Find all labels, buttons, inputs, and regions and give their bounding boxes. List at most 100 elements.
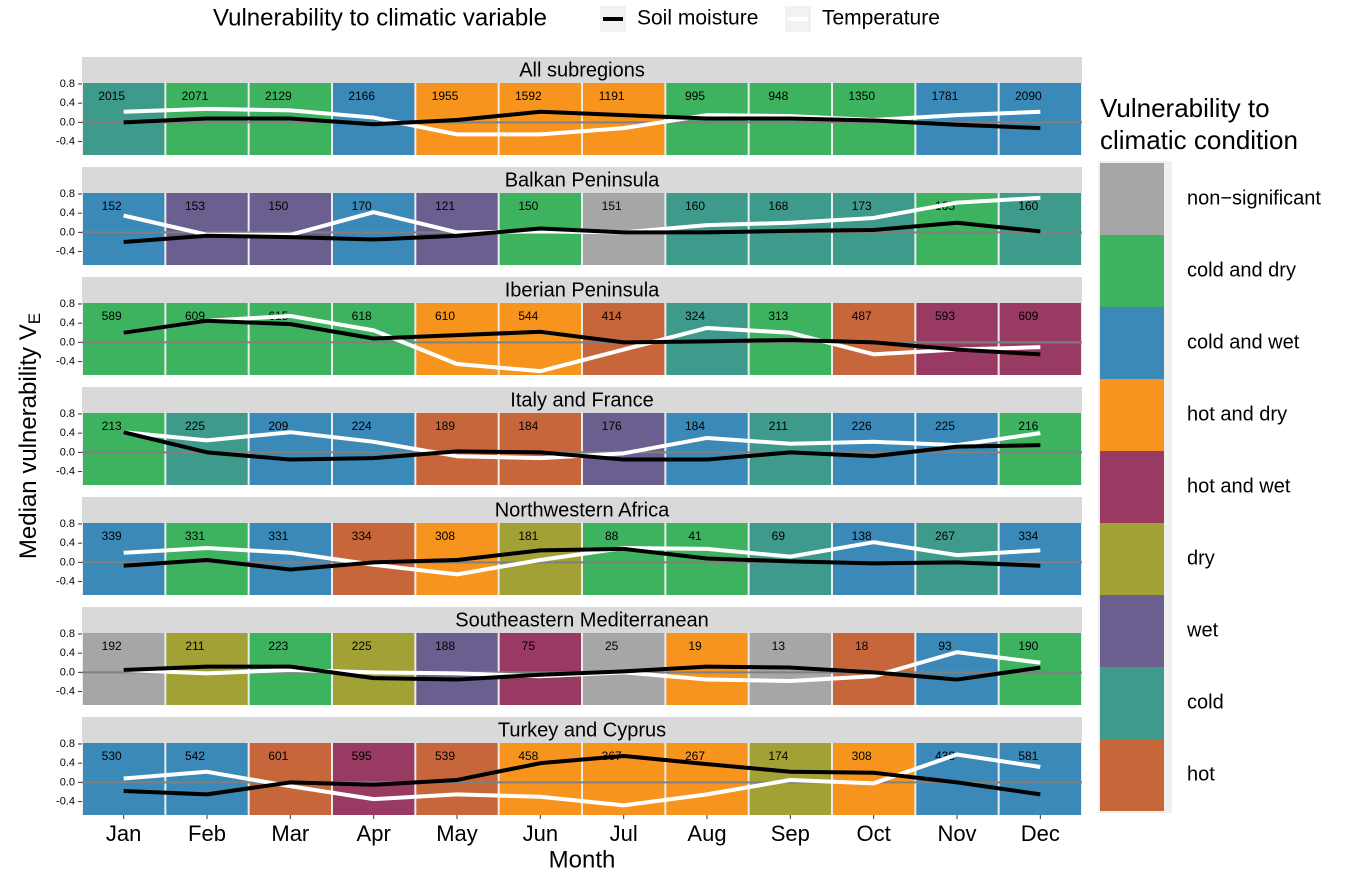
- y-tick-label: -0.4: [56, 795, 75, 807]
- legend-label: hot and wet: [1187, 475, 1291, 497]
- count-label: 267: [685, 749, 705, 763]
- x-tick-label: Jun: [523, 821, 558, 846]
- series-line: [123, 318, 1041, 357]
- count-label: 2071: [182, 89, 209, 103]
- count-label: 308: [852, 749, 872, 763]
- x-tick-label: Jan: [106, 821, 141, 846]
- tile: [499, 83, 581, 155]
- legend-label: hot: [1187, 763, 1215, 785]
- count-label: 151: [602, 199, 622, 213]
- y-tick-label: 0.8: [60, 188, 75, 200]
- count-label: 174: [768, 749, 788, 763]
- count-label: 2166: [348, 89, 375, 103]
- count-label: 530: [102, 749, 122, 763]
- count-label: 153: [185, 199, 205, 213]
- tile: [249, 523, 331, 595]
- legend-title: Vulnerability to climatic variable: [213, 4, 547, 31]
- count-label: 225: [185, 419, 205, 433]
- count-label: 88: [605, 529, 619, 543]
- series-line: [123, 753, 1041, 797]
- count-label: 948: [768, 89, 788, 103]
- y-axis-title-main: Median vulnerability V: [15, 324, 42, 559]
- count-label: 150: [518, 199, 538, 213]
- y-tick-label: 0.0: [60, 556, 75, 568]
- tile: [499, 633, 581, 705]
- tile: [166, 413, 248, 485]
- tile: [416, 413, 498, 485]
- count-label: 1191: [599, 89, 625, 103]
- count-label: 1592: [515, 89, 542, 103]
- y-tick-label: 0.0: [60, 776, 75, 788]
- count-label: 184: [685, 419, 705, 433]
- y-tick-label: 0.4: [60, 427, 75, 439]
- count-label: 313: [768, 309, 788, 323]
- legend-swatch: [1100, 451, 1164, 523]
- legend-swatch: [1100, 667, 1164, 739]
- tile: [833, 523, 915, 595]
- count-label: 211: [185, 639, 204, 653]
- tile: [666, 413, 748, 485]
- y-tick-label: 0.8: [60, 628, 75, 640]
- x-tick-label: Nov: [937, 821, 976, 846]
- facet-title: Italy and France: [510, 389, 653, 411]
- y-tick-label: 0.8: [60, 408, 75, 420]
- tile: [249, 413, 331, 485]
- count-label: 160: [1018, 199, 1038, 213]
- count-label: 225: [935, 419, 955, 433]
- legend-swatch: [1100, 163, 1164, 235]
- y-tick-label: -0.4: [56, 575, 75, 587]
- y-tick-label: 0.4: [60, 97, 75, 109]
- legend-label: cold and dry: [1187, 259, 1296, 281]
- legend-swatch: [1100, 307, 1164, 379]
- tile: [83, 743, 165, 815]
- y-tick-label: 0.0: [60, 226, 75, 238]
- count-label: 25: [605, 639, 619, 653]
- count-label: 223: [268, 639, 288, 653]
- tile: [499, 413, 581, 485]
- tile: [999, 743, 1081, 815]
- series-line: [123, 313, 1041, 374]
- tile: [83, 303, 165, 375]
- tile: [333, 633, 415, 705]
- count-label: 331: [268, 529, 288, 543]
- count-label: 150: [268, 199, 288, 213]
- count-label: 184: [518, 419, 538, 433]
- count-label: 225: [352, 639, 372, 653]
- strip: [82, 277, 1082, 303]
- count-label: 168: [768, 199, 788, 213]
- count-label: 595: [352, 749, 372, 763]
- tile: [833, 413, 915, 485]
- count-label: 41: [688, 529, 702, 543]
- count-label: 1955: [432, 89, 459, 103]
- count-label: 13: [772, 639, 786, 653]
- count-label: 189: [435, 419, 455, 433]
- count-label: 160: [685, 199, 705, 213]
- legend-label: Temperature: [822, 7, 940, 30]
- tile: [916, 303, 998, 375]
- legend-label: wet: [1186, 619, 1219, 641]
- count-label: 69: [772, 529, 786, 543]
- tile: [833, 303, 915, 375]
- x-tick-label: Mar: [271, 821, 309, 846]
- count-label: 1350: [848, 89, 875, 103]
- tile: [83, 83, 165, 155]
- x-tick-label: May: [436, 821, 478, 846]
- y-tick-label: 0.8: [60, 738, 75, 750]
- y-tick-label: 0.4: [60, 647, 75, 659]
- count-label: 192: [102, 639, 122, 653]
- count-label: 334: [352, 529, 372, 543]
- tile: [416, 193, 498, 265]
- count-label: 1781: [932, 89, 959, 103]
- count-label: 458: [518, 749, 538, 763]
- tile: [583, 523, 665, 595]
- tile: [666, 743, 748, 815]
- series-line: [123, 546, 1041, 572]
- y-tick-label: 0.0: [60, 116, 75, 128]
- tile: [166, 743, 248, 815]
- y-tick-label: -0.4: [56, 245, 75, 257]
- facet-title: Northwestern Africa: [495, 499, 670, 521]
- y-tick-label: 0.0: [60, 446, 75, 458]
- tile: [999, 83, 1081, 155]
- tile: [83, 193, 165, 265]
